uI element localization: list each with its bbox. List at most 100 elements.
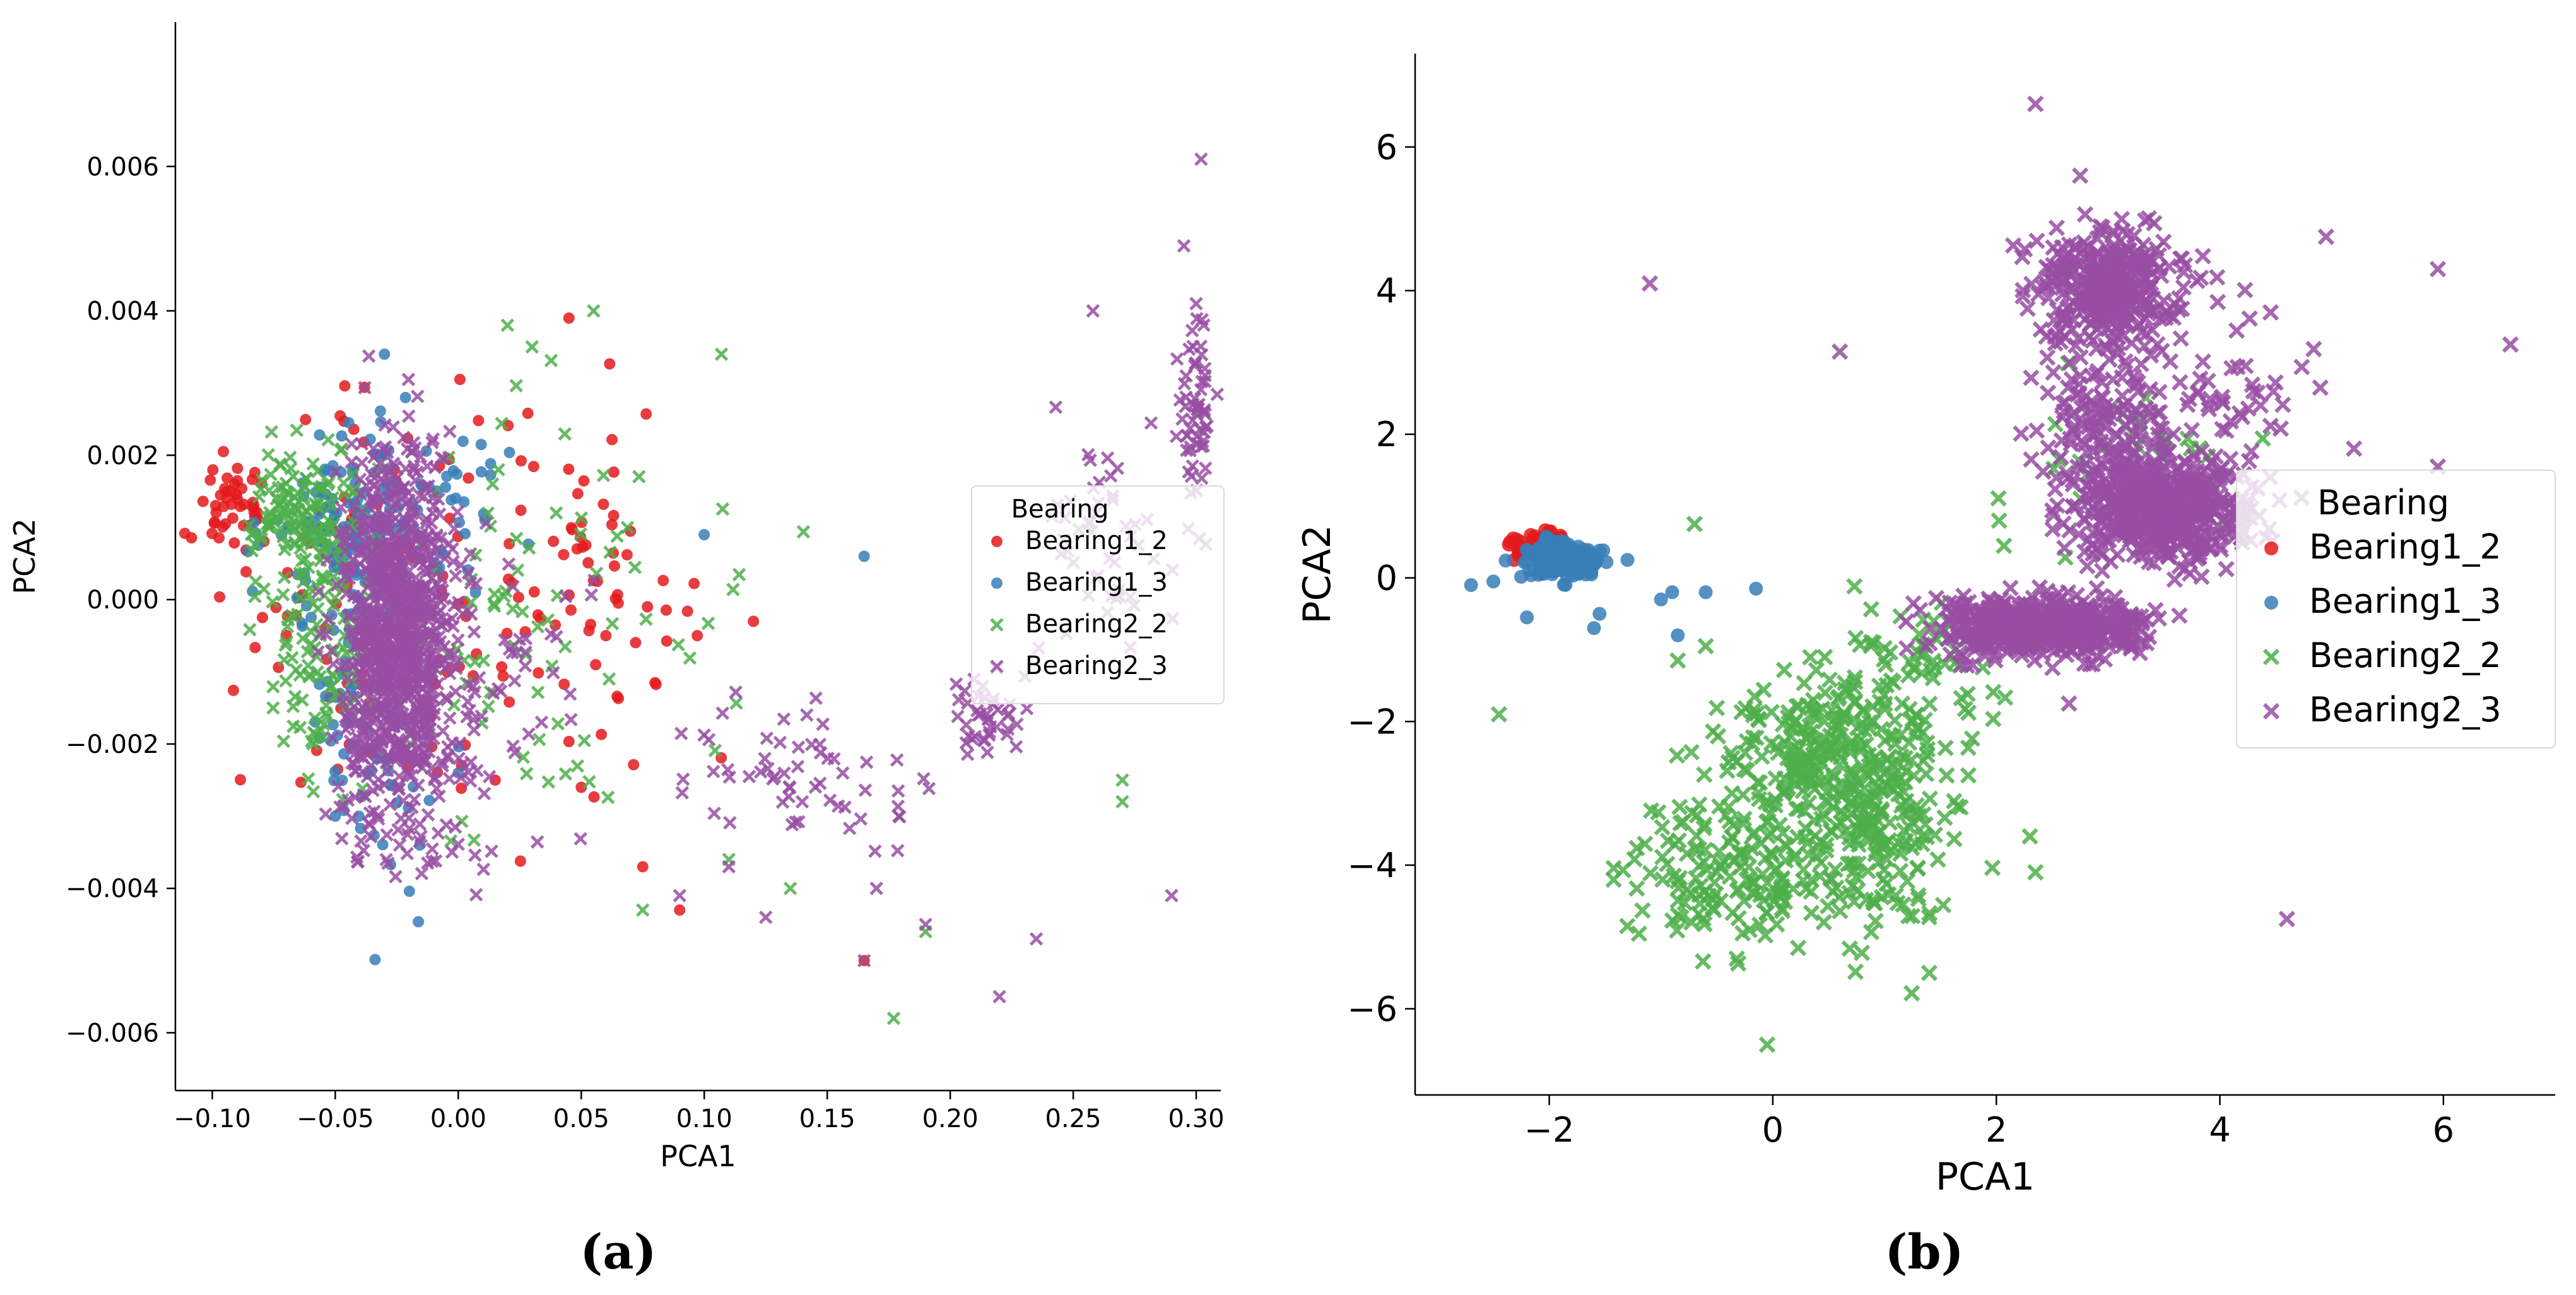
legend-marker bbox=[991, 577, 1003, 589]
data-point bbox=[608, 509, 620, 521]
data-point bbox=[723, 816, 737, 830]
data-point bbox=[423, 713, 437, 727]
data-point bbox=[404, 608, 418, 622]
data-point bbox=[179, 528, 191, 540]
data-point bbox=[1846, 577, 1863, 595]
data-point bbox=[402, 409, 416, 423]
data-point bbox=[597, 499, 609, 510]
data-point bbox=[476, 862, 491, 877]
data-point bbox=[1654, 592, 1668, 606]
data-point bbox=[1796, 675, 1813, 692]
data-point bbox=[1770, 744, 1787, 762]
data-point bbox=[1180, 443, 1194, 458]
data-point bbox=[502, 642, 517, 656]
data-point bbox=[572, 488, 584, 500]
data-point bbox=[416, 558, 430, 572]
data-point bbox=[582, 774, 596, 789]
data-point bbox=[550, 619, 562, 631]
data-point bbox=[374, 405, 386, 417]
data-point bbox=[507, 674, 522, 688]
data-point bbox=[1736, 810, 1753, 827]
data-point bbox=[367, 584, 382, 598]
data-point bbox=[544, 353, 558, 368]
data-point bbox=[402, 493, 416, 507]
data-point bbox=[242, 518, 256, 533]
data-point bbox=[421, 696, 435, 710]
data-point bbox=[2228, 322, 2245, 339]
data-point bbox=[391, 782, 406, 796]
data-point bbox=[604, 358, 616, 370]
data-point bbox=[413, 643, 426, 657]
data-point bbox=[796, 524, 811, 539]
data-point bbox=[261, 448, 275, 462]
data-point bbox=[277, 571, 291, 584]
data-point bbox=[343, 417, 355, 429]
data-point bbox=[489, 774, 501, 786]
data-point bbox=[425, 842, 439, 856]
data-point bbox=[355, 822, 367, 834]
data-point bbox=[563, 312, 575, 324]
data-point bbox=[1758, 1036, 1776, 1053]
data-point bbox=[570, 759, 585, 773]
data-point bbox=[1921, 695, 1938, 713]
data-point bbox=[276, 529, 290, 543]
data-point bbox=[514, 855, 526, 867]
x-tick-label: 0.10 bbox=[676, 1104, 732, 1133]
data-point bbox=[2113, 210, 2131, 228]
data-point bbox=[459, 528, 471, 540]
data-point bbox=[777, 712, 791, 726]
data-point bbox=[446, 619, 460, 634]
data-point bbox=[257, 582, 271, 596]
data-point bbox=[2044, 659, 2061, 677]
x-axis-label: PCA1 bbox=[660, 1139, 736, 1173]
data-point bbox=[919, 918, 932, 931]
data-point bbox=[701, 616, 715, 630]
y-tick-label: −6 bbox=[1347, 989, 1397, 1029]
data-point bbox=[389, 747, 403, 762]
data-point bbox=[278, 543, 291, 557]
data-point bbox=[1763, 704, 1780, 721]
data-point bbox=[518, 659, 532, 673]
data-point bbox=[2305, 341, 2322, 358]
data-point bbox=[334, 500, 348, 514]
data-point bbox=[1920, 964, 1938, 981]
x-axis-label: PCA1 bbox=[1936, 1155, 2035, 1199]
data-point bbox=[329, 464, 343, 479]
data-point bbox=[661, 635, 673, 647]
data-point bbox=[1198, 369, 1212, 382]
data-point bbox=[1708, 699, 1726, 717]
data-point bbox=[760, 731, 774, 745]
data-point bbox=[980, 745, 994, 760]
legend-marker bbox=[2264, 596, 2278, 610]
data-point bbox=[2222, 451, 2239, 468]
data-point bbox=[463, 547, 478, 561]
data-point bbox=[809, 691, 823, 705]
data-point bbox=[582, 557, 594, 569]
data-point bbox=[421, 479, 436, 493]
data-point bbox=[854, 812, 868, 826]
data-point bbox=[1801, 718, 1818, 735]
data-point bbox=[403, 885, 415, 897]
data-point bbox=[413, 449, 428, 464]
data-point bbox=[321, 432, 335, 447]
data-point bbox=[970, 704, 984, 718]
data-point bbox=[1592, 606, 1607, 621]
data-point bbox=[275, 506, 290, 521]
data-point bbox=[391, 642, 406, 656]
data-point bbox=[558, 548, 570, 560]
x-tick-label: 0.30 bbox=[1168, 1104, 1224, 1133]
data-point bbox=[320, 709, 334, 724]
data-point bbox=[339, 535, 353, 549]
data-point bbox=[2252, 397, 2269, 414]
data-point bbox=[558, 767, 573, 781]
data-point bbox=[891, 784, 905, 798]
data-point bbox=[1832, 343, 1849, 360]
caption-b: (b) bbox=[1885, 1224, 1963, 1280]
data-point bbox=[795, 795, 809, 809]
data-point bbox=[467, 625, 481, 639]
data-point bbox=[450, 492, 462, 504]
data-point bbox=[748, 615, 760, 627]
data-point bbox=[621, 549, 633, 561]
data-point bbox=[468, 685, 482, 699]
data-point bbox=[1862, 601, 1879, 618]
